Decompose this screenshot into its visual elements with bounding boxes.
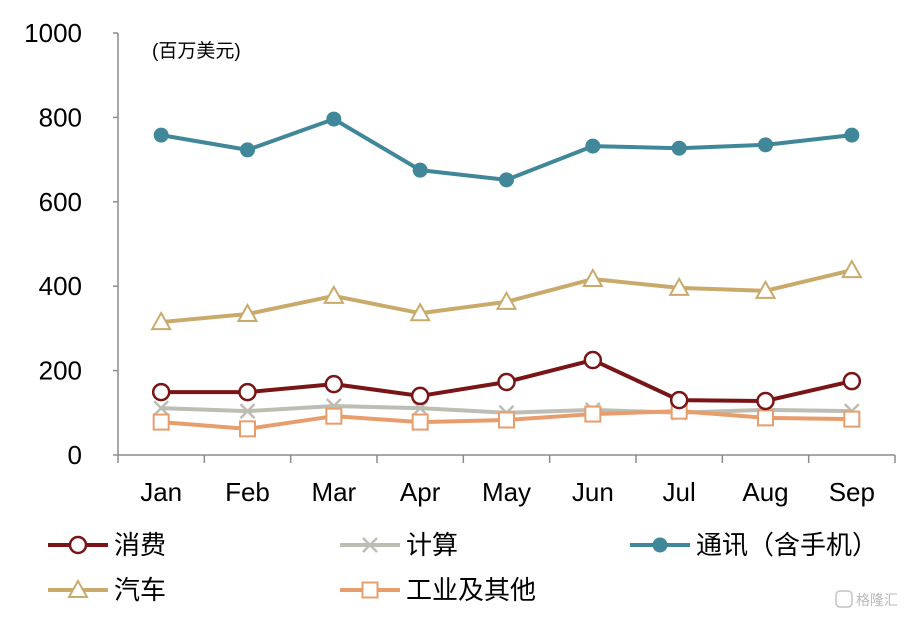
data-point-marker — [240, 142, 255, 158]
y-tick-label: 1000 — [24, 18, 82, 48]
data-point-marker — [153, 400, 170, 417]
data-point-marker — [585, 138, 601, 154]
legend-item: 工业及其他 — [340, 575, 536, 605]
y-tick-label: 200 — [39, 356, 82, 386]
data-point-marker — [236, 303, 259, 323]
data-point-marker — [756, 391, 775, 411]
data-point-marker — [495, 290, 518, 310]
data-point-marker — [412, 162, 428, 178]
legend-label: 工业及其他 — [406, 575, 536, 605]
legend-marker — [68, 535, 88, 555]
data-point-marker — [669, 390, 689, 410]
x-tick-label: Aug — [742, 477, 788, 507]
data-point-marker — [843, 410, 861, 428]
x-tick-label: Apr — [400, 477, 441, 507]
data-point-marker — [411, 413, 429, 431]
series-3 — [150, 259, 863, 331]
legend: 消费 计算 通讯（含手机） 汽车 工业及其他 — [48, 530, 878, 605]
data-point-marker — [842, 371, 862, 391]
y-tick-label: 400 — [39, 271, 82, 301]
data-point-marker — [582, 267, 604, 288]
legend-marker — [652, 537, 668, 553]
legend-item: 消费 — [48, 530, 166, 560]
legend-label: 消费 — [114, 530, 166, 560]
legend-marker — [361, 581, 379, 599]
y-tick-label: 800 — [39, 102, 82, 132]
x-tick-label: Feb — [225, 477, 270, 507]
data-point-marker — [671, 140, 687, 156]
data-point-marker — [668, 276, 690, 296]
x-tick-label: Jun — [572, 477, 614, 507]
axes: 0 200 400 600 800 1000 Jan Feb Mar Apr May Jun Jul Au… — [24, 18, 896, 507]
data-point-marker — [238, 382, 257, 402]
series-2 — [153, 111, 860, 188]
data-point-marker — [325, 407, 343, 425]
data-point-marker — [841, 259, 863, 279]
data-point-marker — [844, 127, 860, 143]
data-point-marker — [410, 386, 430, 406]
series-0 — [151, 350, 862, 411]
legend-item: 计算 — [340, 530, 458, 560]
data-point-marker — [151, 382, 171, 402]
data-point-marker — [323, 284, 345, 304]
data-point-marker — [152, 413, 170, 431]
data-point-marker — [150, 311, 172, 331]
data-point-marker — [409, 302, 431, 322]
data-point-marker — [757, 409, 774, 427]
data-point-marker — [239, 403, 256, 419]
x-tick-label: Mar — [311, 477, 356, 507]
data-point-marker — [584, 405, 602, 423]
legend-marker — [362, 537, 378, 553]
x-tick-label: Sep — [829, 477, 875, 507]
legend-item: 汽车 — [48, 575, 166, 605]
data-point-marker — [754, 279, 777, 299]
watermark-text: 格隆汇 — [856, 593, 898, 609]
legend-item: 通讯（含手机） — [630, 530, 878, 560]
data-point-marker — [326, 111, 342, 127]
unit-label: (百万美元) — [152, 40, 241, 62]
x-tick-label: Jan — [140, 477, 182, 507]
legend-marker — [67, 578, 89, 598]
data-point-marker — [583, 350, 603, 370]
y-tick-label: 0 — [68, 440, 82, 470]
series-4 — [152, 402, 861, 438]
legend-label: 通讯（含手机） — [696, 530, 878, 560]
data-point-marker — [499, 172, 514, 188]
data-point-marker — [498, 411, 515, 429]
x-tick-label: Jul — [663, 477, 696, 507]
x-tick-label: May — [482, 477, 531, 507]
series-line — [159, 117, 854, 182]
watermark-logo-icon — [835, 590, 853, 608]
legend-label: 汽车 — [114, 575, 166, 605]
watermark: 格隆汇 — [835, 590, 898, 609]
y-tick-label: 600 — [39, 187, 82, 217]
legend-label: 计算 — [406, 530, 458, 560]
data-point-marker — [239, 420, 256, 438]
data-point-marker — [758, 137, 773, 153]
data-point-marker — [497, 372, 516, 392]
data-point-marker — [324, 374, 344, 394]
data-point-marker — [153, 127, 169, 143]
plot-area — [150, 111, 863, 438]
